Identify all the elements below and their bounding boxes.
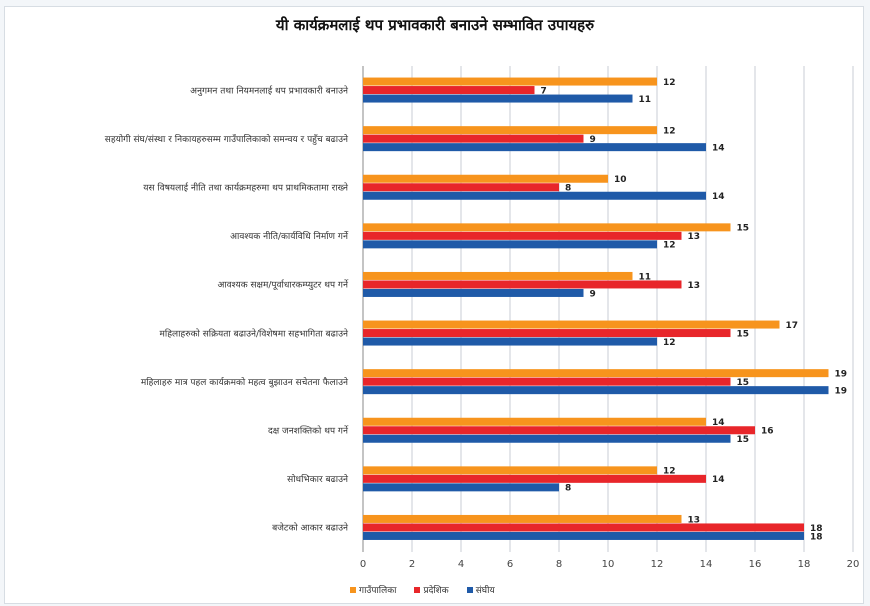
data-label: 15 <box>737 224 750 234</box>
bar <box>363 329 731 338</box>
x-tick-label: 10 <box>602 559 615 570</box>
x-tick-label: 8 <box>556 559 562 570</box>
bar <box>363 280 682 289</box>
data-label: 12 <box>663 126 676 136</box>
data-label: 11 <box>639 272 652 282</box>
bars: 12 7 11 12 9 14 10 8 14 15 13 12 11 13 9 17 15 12 19 15 19 14… <box>363 77 848 542</box>
x-tick-label: 16 <box>749 559 762 570</box>
bar <box>363 191 706 200</box>
legend: गाउँपालिका प्रदेशिक संघीय <box>350 583 495 596</box>
category-label: दक्ष जनशक्तिको थप गर्ने <box>268 425 349 437</box>
data-label: 9 <box>590 135 596 145</box>
bar <box>363 183 559 192</box>
category-label: अनुगमन तथा नियमनलाई थप प्रभावकारी बनाउने <box>190 84 349 96</box>
bar <box>363 531 804 540</box>
legend-item-0: गाउँपालिका <box>350 583 396 596</box>
legend-item-2: संघीय <box>466 583 495 596</box>
data-label: 8 <box>565 484 571 494</box>
x-tick-label: 0 <box>360 559 366 570</box>
data-label: 12 <box>663 241 676 251</box>
category-label: आवश्यक सक्षम/पूर्वाधारकम्प्युटर थप गर्ने <box>217 279 349 291</box>
x-tick-label: 2 <box>409 559 415 570</box>
bar <box>363 86 535 95</box>
bar <box>363 143 706 152</box>
legend-label-1: प्रदेशिक <box>423 586 449 596</box>
x-tick-label: 20 <box>847 559 860 570</box>
data-label: 19 <box>835 369 848 379</box>
data-label: 15 <box>737 435 750 445</box>
bar <box>363 231 682 240</box>
data-label: 17 <box>786 321 799 331</box>
x-tick-label: 12 <box>651 559 664 570</box>
data-label: 9 <box>590 289 596 299</box>
data-label: 12 <box>663 338 676 348</box>
data-label: 14 <box>712 418 725 428</box>
bar <box>363 523 804 532</box>
data-label: 15 <box>737 378 750 388</box>
bar <box>363 426 755 435</box>
legend-label-2: संघीय <box>475 586 495 596</box>
legend-label-0: गाउँपालिका <box>359 586 397 596</box>
data-label: 14 <box>712 143 725 153</box>
bar <box>363 174 608 183</box>
data-label: 13 <box>688 515 701 525</box>
bar <box>363 514 682 523</box>
category-label: बजेटको आकार बढाउने <box>272 522 349 534</box>
x-tick-label: 6 <box>507 559 513 570</box>
category-label: यस विषयलाई नीति तथा कार्यक्रमहरुमा थप प्… <box>143 182 349 194</box>
bar <box>363 134 584 143</box>
bar <box>363 386 829 395</box>
data-label: 16 <box>761 427 774 437</box>
data-label: 19 <box>835 386 848 396</box>
chart-title: यी कार्यक्रमलाई थप प्रभावकारी बनाउने सम्… <box>275 16 595 34</box>
bar <box>363 223 731 232</box>
data-label: 7 <box>541 86 547 96</box>
bar <box>363 240 657 249</box>
legend-item-1: प्रदेशिक <box>414 583 449 596</box>
bar <box>363 337 657 346</box>
data-label: 12 <box>663 467 676 477</box>
bar <box>363 271 633 280</box>
data-label: 14 <box>712 475 725 485</box>
category-label: आवश्यक नीति/कार्यविधि निर्माण गर्ने <box>230 230 349 242</box>
category-label: सोधभिकार बढाउने <box>287 473 349 485</box>
x-tick-label: 18 <box>798 559 811 570</box>
data-label: 8 <box>565 184 571 194</box>
bar <box>363 483 559 492</box>
data-label: 10 <box>614 175 627 185</box>
data-label: 12 <box>663 78 676 88</box>
data-label: 18 <box>810 532 823 542</box>
data-label: 13 <box>688 232 701 242</box>
legend-swatch-1 <box>414 586 421 593</box>
bar <box>363 474 706 483</box>
category-labels: अनुगमन तथा नियमनलाई थप प्रभावकारी बनाउने… <box>105 84 349 533</box>
bar <box>363 466 657 475</box>
bar <box>363 126 657 135</box>
x-tick-labels: 0 2 4 6 8 10 12 14 16 18 20 <box>360 559 860 570</box>
legend-swatch-2 <box>466 586 473 593</box>
x-tick-label: 4 <box>458 559 464 570</box>
data-label: 14 <box>712 192 725 202</box>
bar <box>363 377 731 386</box>
bar <box>363 369 829 378</box>
legend-swatch-0 <box>350 586 356 593</box>
data-label: 18 <box>810 524 823 534</box>
bar <box>363 434 731 443</box>
bar <box>363 77 657 86</box>
category-label: महिलाहरुको सक्रियता बढाउने/विशेषमा सहभाग… <box>160 327 349 339</box>
category-label: महिलाहरु मात्र पहल कार्यक्रमको महत्व बुझ… <box>141 376 349 388</box>
bar <box>363 320 780 329</box>
data-label: 13 <box>688 281 701 291</box>
data-label: 15 <box>737 329 750 339</box>
bar <box>363 417 706 426</box>
category-label: सहयोगी संघ/संस्था र निकायहरुसम्म गाउँपाल… <box>105 133 349 145</box>
bar <box>363 288 584 297</box>
chart-frame <box>4 6 864 604</box>
bar <box>363 94 633 103</box>
x-tick-label: 14 <box>700 559 713 570</box>
data-label: 11 <box>639 95 652 105</box>
